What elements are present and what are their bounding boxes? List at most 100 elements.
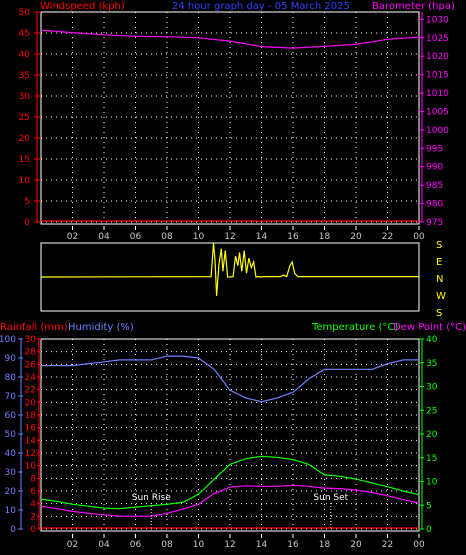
barometer-tick-label: 985 (426, 181, 443, 191)
barometer-line (40, 29, 420, 49)
barometer-tick-label: 1015 (426, 71, 449, 81)
windspeed-tick-label: 0 (24, 218, 30, 228)
rainfall-tick-label: 24 (25, 373, 37, 383)
windspeed-tick-label: 10 (19, 176, 31, 186)
rainfall-tick-label: 10 (25, 462, 37, 472)
x-tick-label: 12 (224, 540, 235, 550)
direction-label: S (436, 308, 442, 319)
humidity-tick-label: 90 (5, 354, 17, 364)
sun-marker-label: Sun Rise (132, 493, 171, 503)
humidity-tick-label: 60 (5, 411, 17, 421)
barometer-tick-label: 1000 (426, 126, 449, 136)
rainfall-tick-label: 26 (25, 360, 37, 370)
barometer-tick-label: 995 (426, 144, 443, 154)
temperature-tick-label: 25 (426, 406, 437, 416)
windspeed-tick-label: 25 (19, 113, 30, 123)
windspeed-tick-label: 5 (24, 197, 30, 207)
x-tick-label: 08 (161, 540, 173, 550)
rainfall-tick-label: 22 (25, 386, 36, 396)
x-tick-label: 00 (413, 540, 425, 550)
temperature-tick-label: 0 (426, 525, 432, 535)
x-tick-label: 10 (193, 232, 205, 242)
temperature-tick-label: 35 (426, 359, 437, 369)
x-axis-labels-top: 02 04 06 08 10 12 14 16 18 20 22 00 (67, 226, 425, 242)
humidity-tick-label: 20 (5, 487, 17, 497)
rainfall-tick-label: 12 (25, 449, 36, 459)
x-tick-label: 20 (350, 232, 362, 242)
x-tick-label: 10 (193, 540, 205, 550)
direction-label: E (436, 257, 442, 268)
windspeed-tick-label: 35 (19, 71, 30, 81)
x-tick-label: 18 (319, 540, 331, 550)
windspeed-axis: 0 5 10 15 20 25 30 35 40 45 50 (19, 8, 41, 228)
windspeed-axis-title: Windspeed (kph) (40, 1, 125, 12)
x-tick-label: 04 (98, 232, 110, 242)
humidity-tick-label: 80 (5, 373, 17, 383)
direction-label: S (436, 240, 442, 251)
x-tick-label: 12 (224, 232, 235, 242)
plot-frame (40, 338, 420, 532)
windspeed-tick-label: 50 (19, 8, 31, 18)
x-tick-label: 08 (161, 232, 173, 242)
temperature-line (40, 455, 420, 510)
series (40, 355, 420, 529)
rainfall-tick-label: 14 (25, 436, 37, 446)
windspeed-tick-label: 20 (19, 134, 31, 144)
barometer-tick-label: 980 (426, 200, 443, 210)
x-tick-label: 02 (67, 540, 78, 550)
temperature-axis-title: Temperature (°C) (311, 322, 398, 333)
temperature-tick-label: 5 (426, 501, 432, 511)
rainfall-tick-label: 8 (30, 474, 36, 484)
rainfall-tick-label: 16 (25, 424, 37, 434)
direction-label: N (436, 274, 443, 285)
barometer-tick-label: 990 (426, 163, 443, 173)
x-tick-label: 16 (287, 232, 299, 242)
x-tick-label: 14 (256, 540, 268, 550)
rainfall-tick-label: 2 (30, 512, 36, 522)
series (40, 29, 420, 222)
windspeed-tick-label: 30 (19, 92, 31, 102)
x-tick-label: 06 (130, 540, 142, 550)
temperature-tick-label: 40 (426, 335, 438, 345)
rainfall-tick-label: 30 (25, 335, 37, 345)
humidity-tick-label: 30 (5, 468, 17, 478)
x-tick-label: 16 (287, 540, 299, 550)
wind-direction-line (40, 242, 419, 296)
series (40, 242, 419, 296)
x-tick-label: 18 (319, 232, 331, 242)
temperature-tick-label: 10 (426, 478, 438, 488)
temperature-axis: 0 5 10 15 20 25 30 35 40 (419, 335, 438, 535)
windspeed-tick-label: 15 (19, 155, 30, 165)
x-tick-label: 02 (67, 232, 78, 242)
windspeed-tick-label: 40 (19, 50, 31, 60)
x-tick-label: 06 (130, 232, 142, 242)
humidity-axis: 0 10 20 30 40 50 60 70 80 90 100 (0, 335, 23, 535)
plot-frame (40, 11, 420, 225)
barometer-tick-label: 1005 (426, 107, 449, 117)
temperature-tick-label: 30 (426, 383, 438, 393)
barometer-tick-label: 975 (426, 218, 443, 228)
humidity-tick-label: 70 (5, 392, 17, 402)
humidity-tick-label: 100 (0, 335, 16, 345)
rainfall-axis-title: Rainfall (mm) (0, 322, 68, 333)
x-tick-label: 00 (413, 232, 425, 242)
rainfall-tick-label: 20 (25, 398, 37, 408)
humidity-tick-label: 50 (5, 430, 17, 440)
rainfall-tick-label: 0 (30, 525, 36, 535)
x-tick-label: 20 (350, 540, 362, 550)
rainfall-tick-label: 6 (30, 487, 36, 497)
x-tick-label: 22 (382, 540, 393, 550)
graph-title: 24 hour graph day - 05 March 2025 (172, 1, 350, 12)
sun-marker-label: Sun Set (313, 493, 348, 503)
rainfall-tick-label: 28 (25, 348, 37, 358)
humidity-axis-title: Humidity (%) (68, 322, 134, 333)
direction-label: W (436, 291, 446, 302)
x-axis-labels-bottom: 02 04 06 08 10 12 14 16 18 20 22 00 (67, 534, 425, 550)
barometer-tick-label: 1030 (426, 15, 449, 25)
